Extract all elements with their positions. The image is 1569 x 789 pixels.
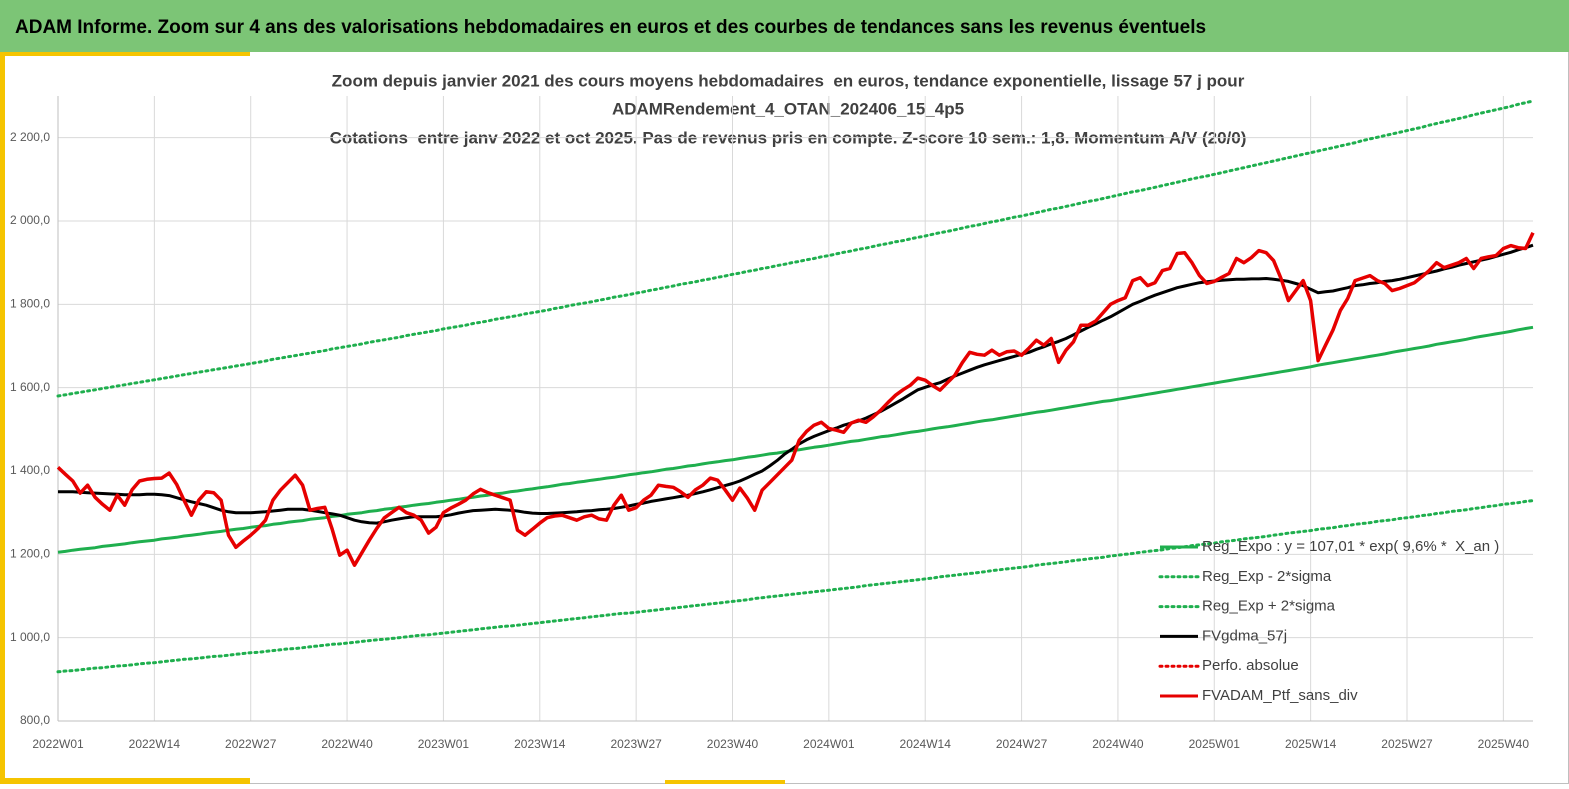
x-tick-label: 2022W27: [225, 737, 277, 751]
x-tick-label: 2024W40: [1092, 737, 1144, 751]
x-tick-label: 2025W40: [1478, 737, 1530, 751]
x-tick-label: 2023W14: [514, 737, 566, 751]
chart-title: ADAMRendement_4_OTAN_202406_15_4p5: [612, 99, 964, 118]
header-bar: [0, 0, 1569, 52]
legend-label: FVADAM_Ptf_sans_div: [1202, 687, 1358, 704]
legend: Reg_Expo : y = 107,01 * exp( 9,6% * X_an…: [1158, 538, 1499, 704]
x-tick-label: 2025W14: [1285, 737, 1337, 751]
y-tick-label: 1 000,0: [10, 630, 50, 644]
x-tick-label: 2022W01: [32, 737, 84, 751]
y-tick-label: 1 400,0: [10, 463, 50, 477]
y-tick-label: 800,0: [20, 713, 50, 727]
x-tick-label: 2024W14: [900, 737, 952, 751]
legend-label: Perfo. absolue: [1202, 657, 1299, 674]
x-tick-label: 2023W27: [610, 737, 662, 751]
series-line: [56, 99, 1535, 398]
y-tick-label: 2 000,0: [10, 213, 50, 227]
x-tick-label: 2022W14: [129, 737, 181, 751]
legend-label: Reg_Exp + 2*sigma: [1202, 598, 1336, 615]
chart-title: Zoom depuis janvier 2021 des cours moyen…: [332, 71, 1245, 90]
x-tick-label: 2023W40: [707, 737, 759, 751]
y-tick-label: 1 800,0: [10, 297, 50, 311]
x-tick-label: 2022W40: [321, 737, 373, 751]
series-line: [56, 499, 1535, 674]
x-tick-label: 2025W27: [1381, 737, 1433, 751]
legend-label: FVgdma_57j: [1202, 627, 1287, 644]
legend-label: Reg_Exp - 2*sigma: [1202, 568, 1332, 585]
y-tick-label: 2 200,0: [10, 130, 50, 144]
x-tick-label: 2024W01: [803, 737, 855, 751]
x-tick-label: 2023W01: [418, 737, 470, 751]
x-tick-label: 2025W01: [1189, 737, 1241, 751]
grid: 800,0 1 000,0 1 200,0 1 400,0 1 600,0 1 800,0…: [10, 96, 1533, 751]
accent: [0, 52, 5, 784]
x-tick-label: 2024W27: [996, 737, 1048, 751]
accent: [0, 778, 250, 784]
header-title: ADAM Informe. Zoom sur 4 ans des valoris…: [15, 17, 1206, 38]
y-tick-label: 1 600,0: [10, 380, 50, 394]
legend-label: Reg_Expo : y = 107,01 * exp( 9,6% * X_an…: [1202, 538, 1499, 555]
plot: [56, 99, 1535, 674]
y-tick-label: 1 200,0: [10, 547, 50, 561]
series-line: [56, 231, 1535, 567]
accent: [0, 52, 250, 56]
accent: [665, 780, 785, 784]
